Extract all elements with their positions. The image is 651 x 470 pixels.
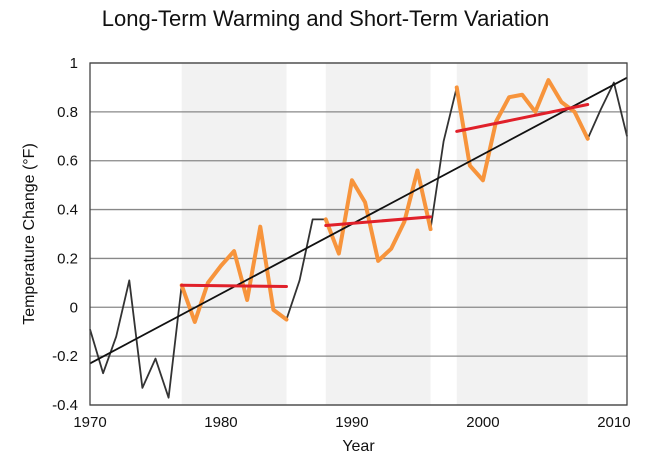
x-axis-label: Year xyxy=(342,438,375,455)
shaded-periods xyxy=(181,63,588,405)
period-trend-line-2 xyxy=(324,215,433,227)
x-tick-label: 1970 xyxy=(73,414,106,431)
x-tick-label: 2010 xyxy=(597,414,630,431)
y-tick-label: 1 xyxy=(70,55,78,72)
shaded-period-1 xyxy=(181,63,287,405)
y-axis-label: Temperature Change (°F) xyxy=(21,143,38,325)
x-tick-label: 1990 xyxy=(335,414,368,431)
y-tick-label: -0.4 xyxy=(52,397,78,414)
x-tick-label: 2000 xyxy=(466,414,499,431)
y-tick-label: -0.2 xyxy=(52,348,78,365)
chart-title: Long-Term Warming and Short-Term Variati… xyxy=(101,6,550,31)
plot-frame xyxy=(89,62,628,406)
y-tick-label: 0.6 xyxy=(57,153,78,170)
period-trend-line-3 xyxy=(455,103,590,133)
period-trend-line-1 xyxy=(180,283,288,289)
y-tick-label: 0.2 xyxy=(57,250,78,267)
series-lines xyxy=(89,76,628,399)
y-tick-label: 0 xyxy=(70,299,78,316)
x-tick-label: 1980 xyxy=(204,414,237,431)
y-tick-label: 0.8 xyxy=(57,104,78,121)
y-tick-label: 0.4 xyxy=(57,202,78,219)
highlight-period-line-1 xyxy=(179,224,289,324)
shaded-period-3 xyxy=(456,63,588,405)
plot-border xyxy=(89,62,628,406)
long-term-trend-line xyxy=(89,76,628,365)
tick-labels: -0.4 -0.2 0 0.2 0.4 0.6 0.8 1 1970 1980 1990 2000 20… xyxy=(52,55,630,431)
highlight-period-line-3 xyxy=(454,78,590,183)
